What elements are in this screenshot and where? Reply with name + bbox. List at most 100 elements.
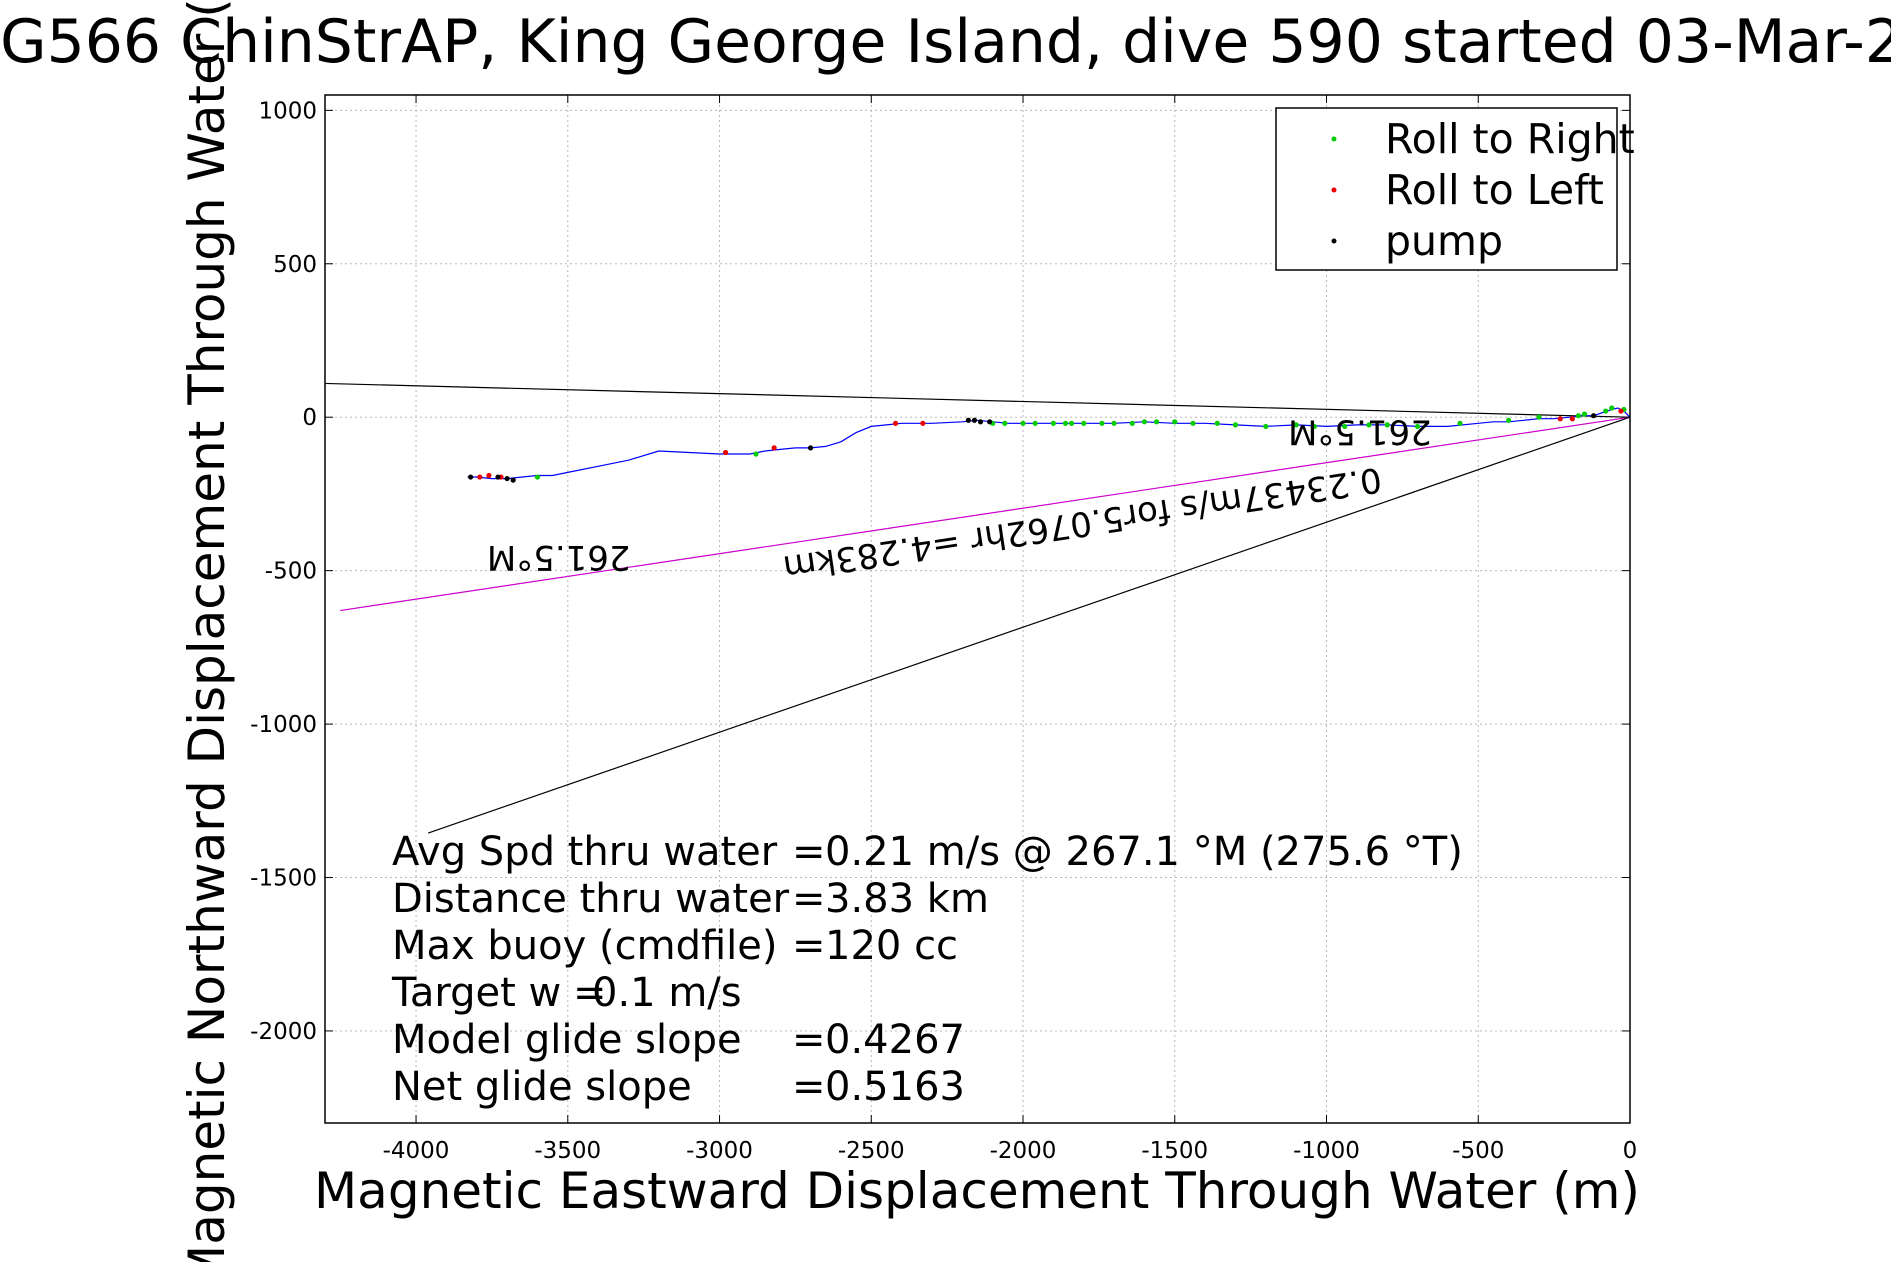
roll-left-point	[1569, 416, 1575, 422]
pump-point	[807, 445, 814, 451]
roll-right-point	[1050, 420, 1056, 426]
roll-right-point	[1457, 420, 1463, 426]
stat-label: Distance thru water	[392, 876, 790, 922]
y-tick-label: 0	[302, 405, 317, 431]
x-tick-label: 0	[1623, 1138, 1638, 1164]
legend-marker	[1331, 136, 1337, 142]
roll-right-point	[1141, 419, 1148, 425]
marker-series	[468, 405, 1627, 483]
roll-left-point	[486, 472, 492, 479]
stat-separator: =	[792, 923, 826, 969]
roll-right-point	[1214, 420, 1220, 426]
roll-right-point	[1311, 423, 1317, 430]
legend-marker	[1331, 187, 1337, 193]
roll-right-point	[1506, 417, 1512, 423]
stat-label: Max buoy (cmdfile)	[392, 923, 778, 969]
roll-right-point	[1609, 405, 1615, 411]
pump-point	[510, 477, 516, 483]
stat-separator: =	[792, 829, 826, 875]
legend-label: Roll to Right	[1385, 115, 1635, 163]
roll-right-point	[1129, 420, 1135, 426]
heading-line	[340, 416, 1631, 612]
stat-separator: =	[792, 1017, 826, 1063]
y-tick-label: -500	[265, 559, 317, 585]
roll-right-point	[1068, 420, 1075, 426]
roll-right-point	[1293, 422, 1299, 428]
lower-bound-line	[427, 416, 1631, 834]
x-axis-ticks: -4000 -3500 -3000 -2500 -2000 -1500 -1000 -500 0	[383, 95, 1638, 1164]
roll-left-point	[771, 445, 777, 451]
roll-right-point	[1062, 420, 1069, 426]
heading-label-right: 261.5°M	[1288, 411, 1432, 451]
roll-left-point	[1557, 416, 1563, 422]
y-tick-label: -2000	[250, 1019, 317, 1045]
stat-label: Avg Spd thru water	[392, 829, 778, 875]
x-axis-label: Magnetic Eastward Displacement Through W…	[314, 1162, 1640, 1220]
roll-right-point	[1111, 420, 1117, 426]
roll-right-point	[1002, 420, 1008, 426]
pump-point	[987, 419, 993, 425]
roll-right-point	[534, 474, 541, 480]
stat-value: 120 cc	[825, 923, 958, 969]
stat-separator: =	[792, 1064, 826, 1110]
roll-right-point	[1342, 423, 1348, 430]
stat-label: Target w	[391, 970, 561, 1016]
pump-point	[1590, 413, 1597, 419]
roll-right-point	[753, 451, 759, 457]
y-tick-label: -1500	[250, 866, 317, 892]
stat-value: 0.21 m/s @ 267.1 °M (275.6 °T)	[825, 829, 1463, 875]
x-tick-label: -1000	[1293, 1138, 1360, 1164]
pump-point	[495, 474, 501, 480]
pump-point	[977, 419, 984, 425]
stat-value: 3.83 km	[825, 876, 989, 922]
stat-separator: =	[792, 876, 826, 922]
heading-label-left: 261.5°M	[487, 537, 631, 577]
roll-right-point	[1263, 423, 1269, 430]
x-tick-label: -2500	[838, 1138, 905, 1164]
y-tick-label: 500	[273, 252, 317, 278]
roll-right-point	[1603, 408, 1609, 414]
legend-marker	[1331, 238, 1337, 244]
upper-bound-line	[324, 382, 1631, 418]
roll-right-point	[1190, 420, 1196, 426]
roll-right-point	[1020, 420, 1026, 426]
x-tick-label: -500	[1452, 1138, 1504, 1164]
stat-label: Net glide slope	[392, 1064, 692, 1110]
y-axis-ticks: 1000 500 0 -500 -1000 -1500 -2000	[250, 98, 1630, 1045]
roll-right-point	[1414, 423, 1421, 430]
legend-label: pump	[1385, 217, 1503, 265]
stat-separator: =	[573, 970, 607, 1016]
roll-right-point	[1032, 420, 1038, 426]
y-axis-label: Magnetic Northward Displacement Through …	[178, 0, 236, 1262]
y-tick-label: -1000	[250, 712, 317, 738]
roll-right-point	[1081, 420, 1087, 426]
roll-right-point	[1384, 422, 1390, 428]
y-tick-label: 1000	[258, 98, 317, 124]
x-tick-label: -1500	[1141, 1138, 1208, 1164]
stat-value: 0.5163	[825, 1064, 965, 1110]
roll-right-point	[1366, 422, 1372, 428]
roll-right-point	[1581, 411, 1588, 417]
x-tick-label: -2000	[990, 1138, 1057, 1164]
roll-left-point	[1618, 408, 1624, 414]
roll-right-point	[1232, 422, 1239, 428]
stats-block: Avg Spd thru water = 0.21 m/s @ 267.1 °M (…	[391, 829, 1463, 1110]
pump-point	[468, 474, 474, 480]
chart-title: SG566 ChinStrAP, King George Island, div…	[0, 7, 1891, 77]
stat-value: 0.4267	[825, 1017, 965, 1063]
roll-left-point	[920, 420, 926, 426]
x-tick-label: -3000	[686, 1138, 753, 1164]
legend-label: Roll to Left	[1385, 166, 1604, 214]
roll-left-point	[723, 449, 729, 456]
roll-left-point	[892, 420, 899, 426]
roll-right-point	[1153, 419, 1160, 425]
plot-border	[324, 94, 1631, 1124]
pump-point	[971, 417, 978, 423]
reference-lines	[324, 382, 1631, 834]
stat-label: Model glide slope	[392, 1017, 742, 1063]
roll-right-point	[1099, 420, 1105, 426]
roll-left-point	[477, 474, 483, 480]
roll-right-point	[1575, 413, 1582, 419]
stat-value: 0.1 m/s	[592, 970, 742, 1016]
